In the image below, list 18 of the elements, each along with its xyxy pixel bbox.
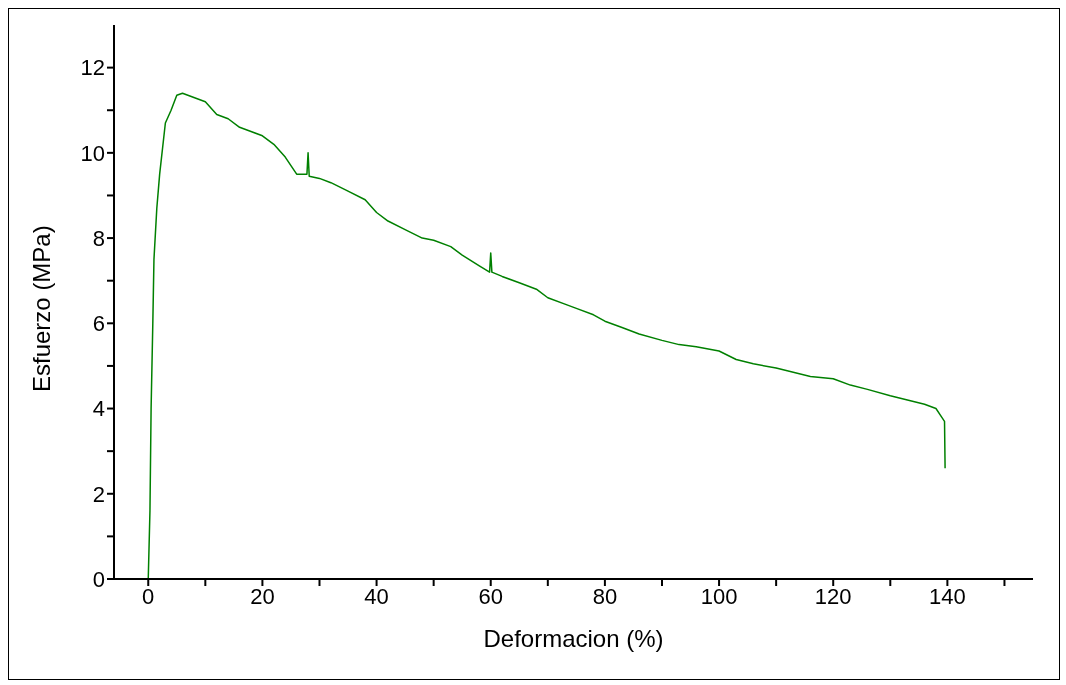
x-tick-label: 0 xyxy=(142,583,155,609)
y-tick-label: 6 xyxy=(92,311,105,337)
y-tick-label: 8 xyxy=(92,225,105,251)
x-axis-title: Deformacion (%) xyxy=(483,625,664,652)
y-tick-label: 12 xyxy=(80,55,105,81)
x-tick-label: 100 xyxy=(700,583,738,609)
x-tick-label: 140 xyxy=(929,583,966,609)
x-tick-label: 60 xyxy=(478,583,503,609)
x-tick-label: 40 xyxy=(364,583,389,609)
y-tick-label: 0 xyxy=(92,566,105,592)
x-tick-label: 80 xyxy=(592,583,618,609)
y-tick-label: 2 xyxy=(92,481,105,507)
x-tick-label: 120 xyxy=(814,583,852,609)
line-series xyxy=(147,92,946,579)
x-tick-label: 20 xyxy=(250,583,275,609)
y-axis-title: Esfuerzo (MPa) xyxy=(27,225,55,392)
y-tick-label: 10 xyxy=(80,140,105,166)
y-tick-label: 4 xyxy=(92,396,105,422)
